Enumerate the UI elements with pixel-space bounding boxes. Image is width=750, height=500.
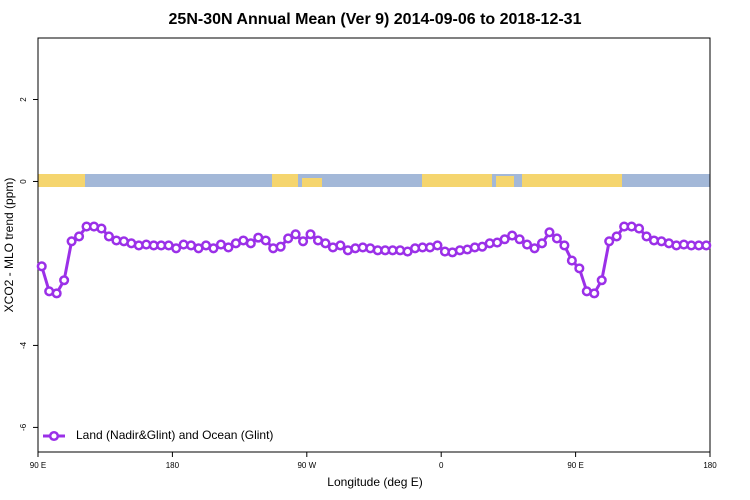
data-point <box>298 236 309 247</box>
data-point <box>574 263 585 274</box>
x-tick-label: 90 E <box>567 461 583 470</box>
chart-title: 25N-30N Annual Mean (Ver 9) 2014-09-06 t… <box>169 11 582 28</box>
data-point <box>208 243 219 254</box>
y-tick-label: 0 <box>19 179 28 184</box>
data-point <box>604 236 615 247</box>
data-point <box>522 239 533 250</box>
data-line <box>40 225 707 296</box>
legend-marker <box>48 430 60 442</box>
data-point <box>59 275 70 286</box>
data-point <box>611 231 622 242</box>
data-point <box>103 231 114 242</box>
data-point <box>566 255 577 266</box>
x-tick-label: 180 <box>166 461 180 470</box>
data-point <box>36 261 47 272</box>
data-point <box>51 288 62 299</box>
data-point <box>96 223 107 234</box>
data-point <box>701 240 712 251</box>
data-point <box>305 229 316 240</box>
x-axis-label: Longitude (deg E) <box>327 475 422 489</box>
data-point <box>223 242 234 253</box>
data-point <box>290 229 301 240</box>
data-point <box>275 241 286 252</box>
x-tick-label: 0 <box>439 461 444 470</box>
land-ocean-strip <box>38 174 710 187</box>
x-tick-label: 180 <box>703 461 717 470</box>
data-point <box>536 238 548 249</box>
data-point <box>529 243 540 254</box>
data-point <box>514 234 525 245</box>
y-tick-label: 2 <box>19 97 28 102</box>
data-point <box>171 243 182 254</box>
data-point <box>260 235 271 246</box>
y-tick-label: -4 <box>19 341 28 349</box>
data-point <box>335 240 346 251</box>
data-point <box>245 238 256 249</box>
data-point <box>641 231 652 242</box>
data-point <box>634 223 645 234</box>
y-tick-label: -6 <box>19 423 28 431</box>
data-point <box>432 240 443 251</box>
data-point <box>507 230 518 241</box>
data-point <box>551 233 562 244</box>
y-axis-label: XCO2 - MLO trend (ppm) <box>2 178 16 313</box>
data-point <box>596 275 607 286</box>
data-point <box>66 236 77 247</box>
data-point <box>589 288 600 299</box>
data-point <box>320 238 331 249</box>
data-point <box>74 231 85 242</box>
x-tick-label: 90 E <box>30 461 46 470</box>
data-point <box>544 227 555 238</box>
x-tick-label: 90 W <box>297 461 316 470</box>
data-point <box>499 234 510 245</box>
data-point <box>559 240 570 251</box>
legend-label: Land (Nadir&Glint) and Ocean (Glint) <box>76 428 273 442</box>
data-point <box>283 233 294 244</box>
